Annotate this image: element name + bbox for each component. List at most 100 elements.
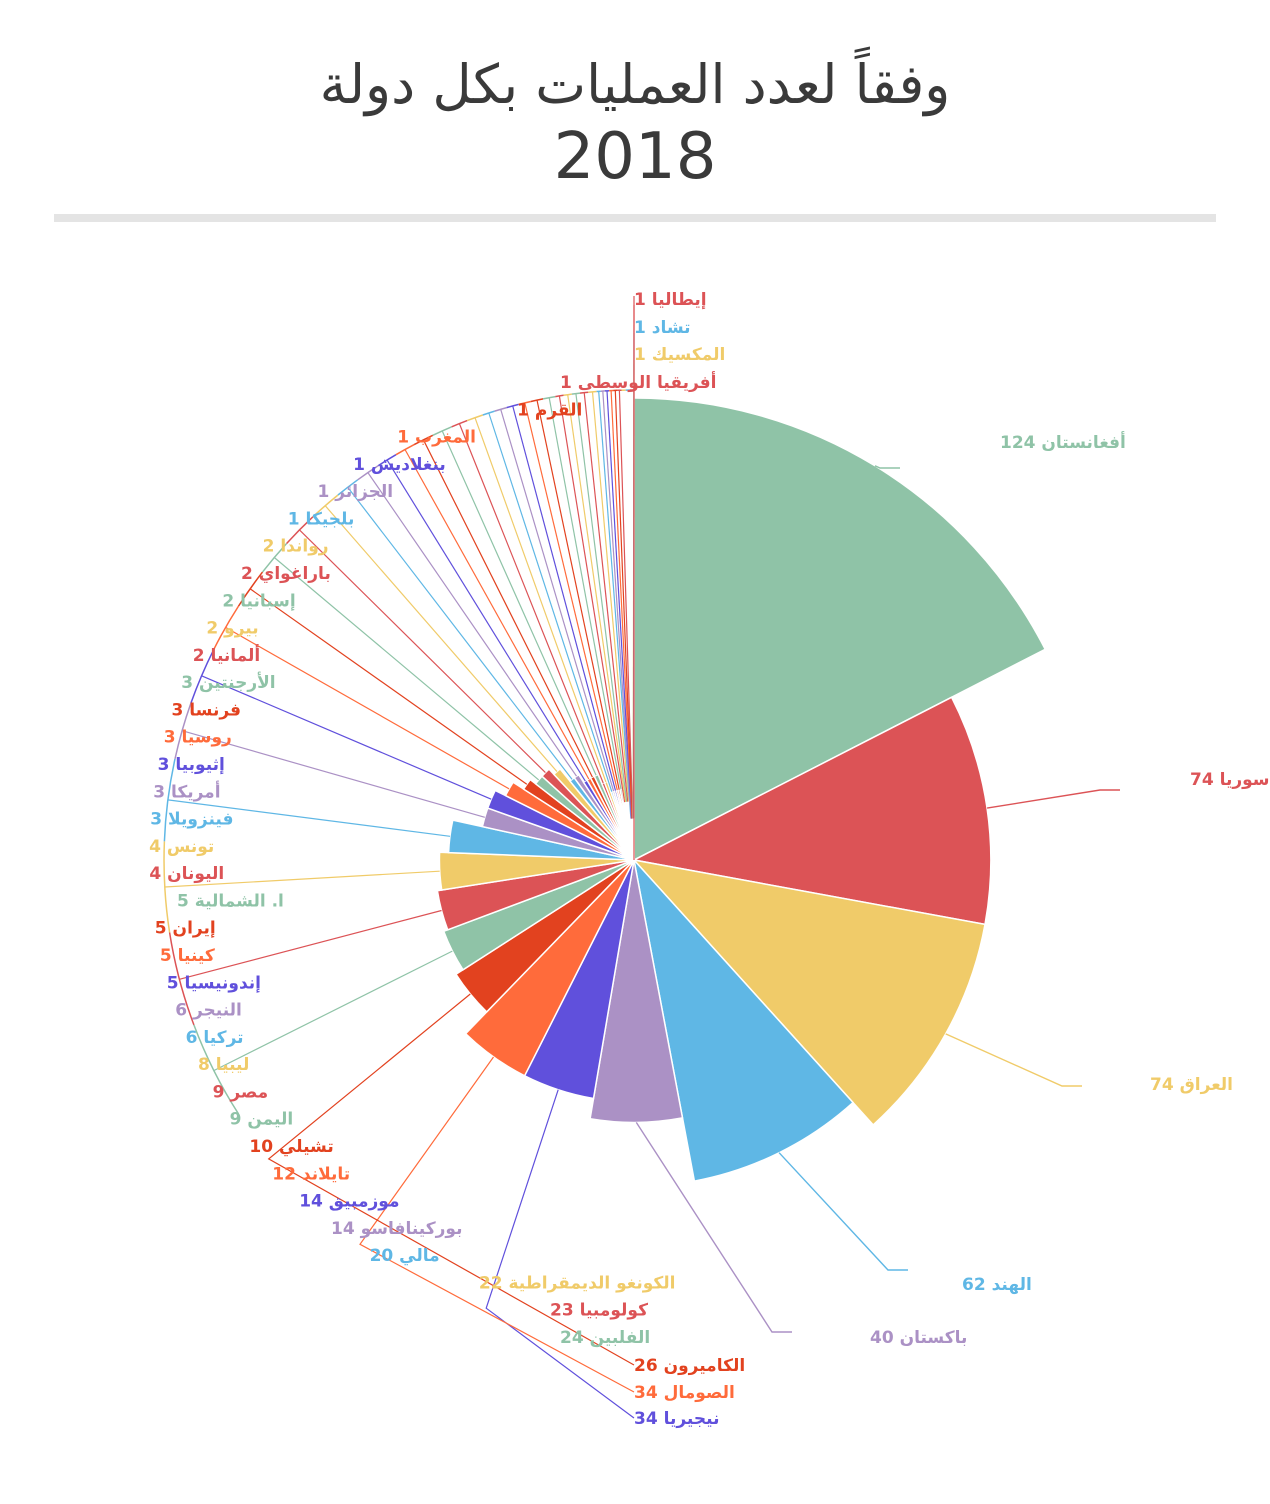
leader-14	[225, 626, 510, 790]
leader-34	[567, 394, 627, 802]
label-40: بنغلاديش 1	[353, 455, 446, 475]
slice-7[interactable]	[454, 859, 635, 1013]
leader-43	[618, 390, 634, 819]
chart-title: وفقاً لعدد العمليات بكل دولة	[319, 53, 951, 116]
ring-34	[563, 393, 572, 397]
leader-36	[583, 392, 629, 802]
ring-26	[466, 414, 484, 422]
ring-19	[337, 479, 359, 496]
leader-30	[524, 402, 618, 791]
leader-38	[598, 391, 632, 819]
leader-0	[874, 465, 900, 469]
label-15: تشيلي 10	[249, 1137, 333, 1157]
ring-23	[413, 434, 434, 446]
leader-4	[635, 1122, 792, 1333]
label-22: كينيا 5	[160, 946, 215, 966]
label-2: العراق 74	[1150, 1075, 1233, 1095]
ring-24	[432, 426, 452, 436]
label-38: بلجيكا 1	[288, 509, 355, 529]
ring-2	[949, 945, 1096, 1209]
leader-24	[441, 430, 597, 776]
chart-subtitle: 2018	[553, 120, 717, 194]
slice-17[interactable]	[540, 768, 635, 861]
label-9: كولومبيا 23	[550, 1301, 648, 1321]
label-44: المكسيك 1	[634, 345, 725, 365]
slice-2[interactable]	[631, 858, 986, 1126]
label-35: إسبانيا 2	[222, 591, 295, 611]
leader-39	[602, 390, 632, 819]
label-33: ألمانيا 2	[193, 644, 260, 666]
label-23: إيران 5	[155, 919, 216, 939]
slice-18[interactable]	[552, 767, 635, 861]
label-7: الكاميرون 26	[634, 1356, 745, 1376]
ring-33	[555, 394, 564, 398]
ring-1	[1052, 646, 1104, 945]
leader-31	[536, 399, 620, 790]
leader-5	[485, 1089, 635, 1419]
label-6: الصومال 34	[634, 1383, 735, 1403]
ring-29	[506, 403, 519, 409]
label-1: سوريا 74	[1190, 770, 1270, 790]
label-36: باراغواي 2	[241, 564, 331, 584]
slice-8[interactable]	[442, 859, 635, 971]
label-5: نيجيريا 34	[634, 1409, 719, 1429]
label-37: رواندا 2	[263, 537, 329, 557]
label-0: أفغانستان 124	[1000, 431, 1126, 453]
label-42: القرم 1	[517, 400, 582, 420]
label-10: الكونغو الديمقراطية 22	[479, 1273, 676, 1293]
leader-27	[488, 412, 613, 792]
label-26: تونس 4	[149, 837, 214, 857]
leader-22	[404, 449, 590, 780]
leader-19	[347, 486, 573, 780]
ring-21	[377, 454, 397, 467]
label-24: ا. الشمالية 5	[177, 891, 284, 911]
ring-27	[482, 410, 495, 416]
label-18: ليبيا 8	[198, 1055, 249, 1075]
slice-1[interactable]	[631, 696, 992, 926]
label-46: إيطاليا 1	[634, 290, 707, 310]
leader-29	[512, 405, 617, 791]
slice-4[interactable]	[589, 859, 684, 1124]
label-21: إندونيسيا 5	[167, 973, 261, 993]
label-41: المغرب 1	[397, 428, 476, 448]
label-19: تركيا 6	[186, 1028, 244, 1048]
ring-16	[261, 542, 288, 573]
leader-37	[591, 391, 630, 802]
ring-10	[163, 841, 171, 933]
ring-9	[168, 932, 195, 1026]
label-43: أفريقيا الوسطى 1	[560, 371, 717, 393]
leader-32	[548, 397, 622, 790]
ring-11	[163, 758, 176, 842]
label-11: مالي 20	[370, 1246, 440, 1266]
label-17: مصر 9	[213, 1082, 269, 1102]
slice-20[interactable]	[573, 773, 635, 861]
slice-15[interactable]	[522, 778, 635, 861]
ring-20	[357, 464, 379, 481]
ring-36	[579, 391, 589, 394]
label-3: الهند 62	[962, 1275, 1032, 1295]
label-13: موزمبيق 14	[299, 1192, 399, 1212]
leader-25	[458, 423, 604, 784]
slice-24[interactable]	[593, 773, 635, 861]
label-20: النيجر 6	[175, 1001, 242, 1021]
leader-10	[164, 870, 440, 888]
slice-10[interactable]	[438, 851, 635, 891]
slice-6[interactable]	[464, 859, 635, 1077]
chart-labels: أفغانستان 124 سوريا 74 العراق 74 الهند 62 با…	[149, 290, 1269, 1429]
leader-9	[179, 909, 442, 980]
leader-33	[558, 395, 626, 803]
ring-28	[494, 406, 507, 412]
label-45: تشاد 1	[634, 318, 691, 338]
leader-3	[778, 1152, 908, 1271]
ring-14	[213, 605, 240, 650]
slice-0[interactable]	[633, 397, 1047, 862]
ring-12	[174, 702, 192, 760]
label-4: باكستان 40	[870, 1328, 967, 1348]
title-divider	[54, 214, 1216, 222]
slice-9[interactable]	[436, 859, 635, 931]
label-16: اليمن 9	[230, 1110, 294, 1130]
leader-28	[500, 409, 615, 792]
ring-35	[571, 392, 581, 395]
chart-slices	[436, 397, 1047, 1182]
